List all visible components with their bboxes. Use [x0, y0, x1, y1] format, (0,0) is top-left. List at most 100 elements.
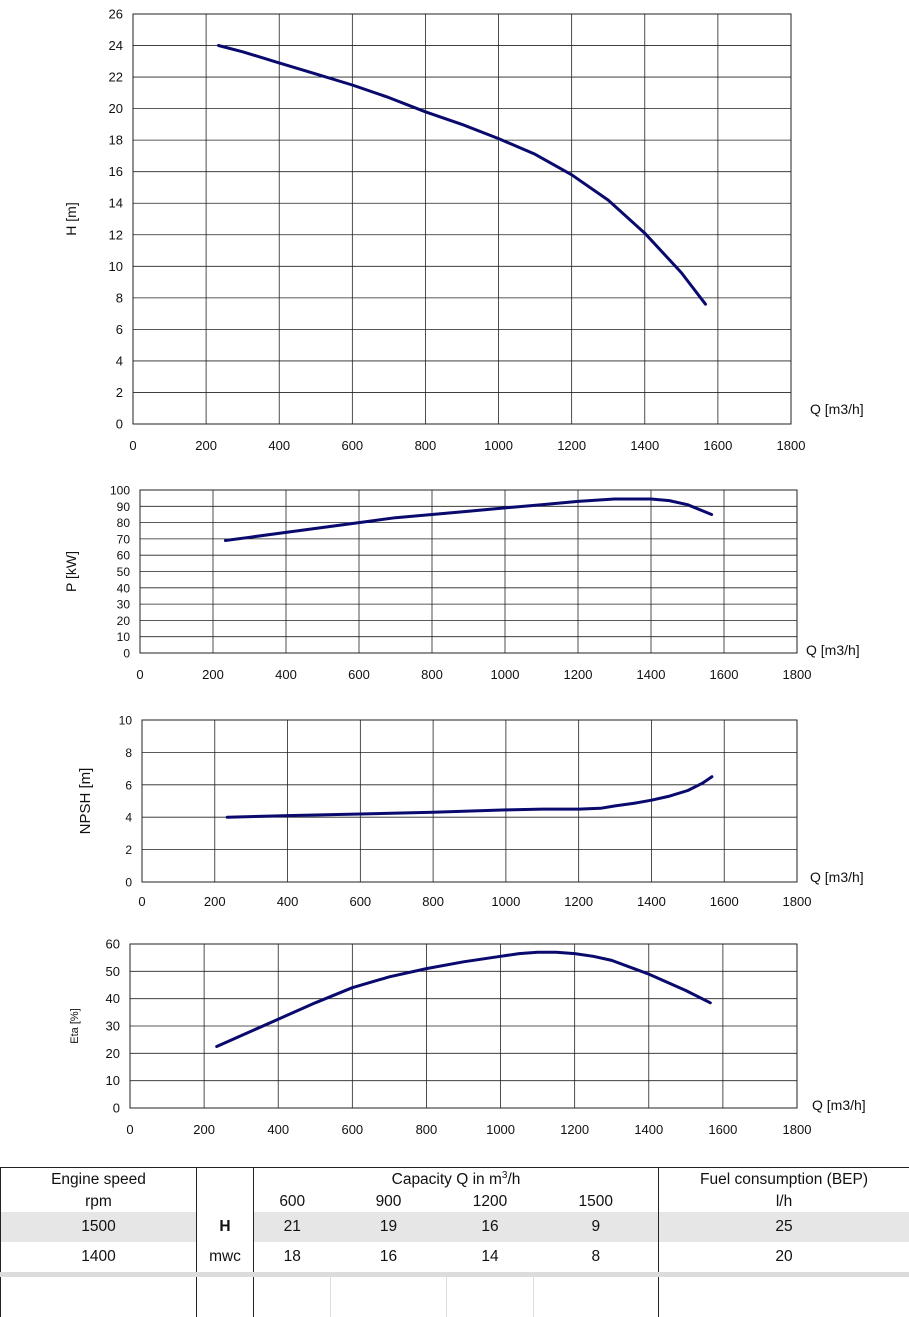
y-tick-label: 40: [117, 581, 131, 595]
y-tick-label: 100: [110, 484, 130, 498]
x-tick-label: 400: [267, 1122, 289, 1137]
y-tick-label: 70: [117, 532, 131, 546]
y-tick-label: 60: [117, 549, 131, 563]
x-tick-label: 1400: [637, 894, 666, 909]
y-tick-label: 20: [106, 1046, 120, 1061]
y-tick-label: 14: [109, 196, 123, 211]
x-tick-label: 1000: [491, 894, 520, 909]
y-tick-label: 30: [106, 1019, 120, 1034]
y-tick-label: 6: [125, 778, 132, 792]
x-tick-label: 200: [202, 667, 224, 682]
y-tick-label: 18: [109, 133, 123, 148]
rpm-header: rpm: [1, 1192, 197, 1212]
plot-frame: [142, 720, 797, 882]
capacity-header: Capacity Q in m3/h: [254, 1168, 659, 1193]
y-tick-label: 0: [113, 1101, 120, 1116]
y-tick-label: 26: [109, 7, 123, 22]
y-tick-label: 4: [125, 811, 132, 825]
engine-speed-header: Engine speed: [1, 1168, 197, 1193]
x-axis-label: Q [m3/h]: [806, 642, 860, 658]
unit-header-cell: [197, 1168, 254, 1213]
x-tick-label: 1000: [484, 438, 513, 453]
x-tick-label: 1200: [557, 438, 586, 453]
table-row: 1500 H 21 19 16 9 25: [1, 1212, 909, 1242]
rpm-cell: 1500: [1, 1212, 197, 1242]
x-tick-label: 1200: [560, 1122, 589, 1137]
x-tick-label: 1400: [634, 1122, 663, 1137]
x-tick-label: 400: [268, 438, 290, 453]
x-tick-label: 800: [422, 894, 444, 909]
x-tick-label: 200: [195, 438, 217, 453]
y-tick-label: 8: [125, 746, 132, 760]
unit-h-cell: H: [197, 1212, 254, 1242]
x-axis-label: Q [m3/h]: [810, 401, 864, 417]
y-tick-label: 10: [119, 714, 133, 728]
head-cell: 16: [447, 1212, 534, 1242]
head-cell: 8: [534, 1242, 659, 1275]
head-cell: 14: [447, 1242, 534, 1275]
x-tick-label: 200: [204, 894, 226, 909]
x-tick-label: 400: [277, 894, 299, 909]
x-tick-label: 1800: [783, 667, 812, 682]
y-tick-label: 60: [106, 937, 120, 952]
y-tick-label: 10: [109, 259, 123, 274]
head-cell: 19: [331, 1212, 447, 1242]
capacity-1500-header: 1500: [534, 1192, 659, 1212]
y-tick-label: 50: [117, 565, 131, 579]
y-tick-label: 10: [117, 630, 131, 644]
x-tick-label: 1800: [777, 438, 806, 453]
x-tick-label: 0: [126, 1122, 133, 1137]
y-tick-label: 20: [117, 614, 131, 628]
y-tick-label: 12: [109, 227, 123, 242]
x-axis-label: Q [m3/h]: [810, 869, 864, 885]
x-tick-label: 1000: [486, 1122, 515, 1137]
fuel-cell: 25: [659, 1212, 909, 1242]
y-tick-label: 0: [116, 417, 123, 432]
y-tick-label: 16: [109, 164, 123, 179]
x-tick-label: 600: [349, 894, 371, 909]
y-tick-label: 24: [109, 38, 123, 53]
unit-mwc-cell: mwc: [197, 1242, 254, 1275]
x-tick-label: 1400: [630, 438, 659, 453]
x-tick-label: 600: [348, 667, 370, 682]
head-cell: 16: [331, 1242, 447, 1275]
rpm-cell: 1400: [1, 1242, 197, 1275]
x-tick-label: 1000: [491, 667, 520, 682]
y-tick-label: 22: [109, 70, 123, 85]
y-tick-label: 50: [106, 964, 120, 979]
head-cell: 9: [534, 1212, 659, 1242]
y-tick-label: 0: [125, 876, 132, 890]
x-tick-label: 1400: [637, 667, 666, 682]
y-tick-label: 0: [123, 647, 130, 661]
y-axis-label: P [kW]: [63, 551, 79, 592]
fuel-consumption-header: Fuel consumption (BEP): [659, 1168, 909, 1193]
x-tick-label: 1200: [564, 667, 593, 682]
fuel-cell: 20: [659, 1242, 909, 1275]
y-tick-label: 4: [116, 353, 123, 368]
y-tick-label: 6: [116, 322, 123, 337]
fuel-unit-header: l/h: [659, 1192, 909, 1212]
y-axis-label: Eta [%]: [69, 1008, 81, 1043]
x-tick-label: 1600: [710, 894, 739, 909]
x-tick-label: 0: [138, 894, 145, 909]
x-tick-label: 1600: [710, 667, 739, 682]
y-tick-label: 30: [117, 598, 131, 612]
x-axis-label: Q [m3/h]: [812, 1097, 866, 1113]
y-tick-label: 40: [106, 991, 120, 1006]
y-axis-label: NPSH [m]: [77, 768, 94, 835]
y-tick-label: 2: [125, 843, 132, 857]
plot-frame: [133, 14, 791, 424]
x-tick-label: 0: [136, 667, 143, 682]
head-cell: 18: [254, 1242, 331, 1275]
x-tick-label: 800: [415, 438, 437, 453]
capacity-600-header: 600: [254, 1192, 331, 1212]
y-tick-label: 10: [106, 1073, 120, 1088]
x-tick-label: 1800: [783, 894, 812, 909]
x-tick-label: 400: [275, 667, 297, 682]
y-tick-label: 80: [117, 516, 131, 530]
y-tick-label: 2: [116, 385, 123, 400]
